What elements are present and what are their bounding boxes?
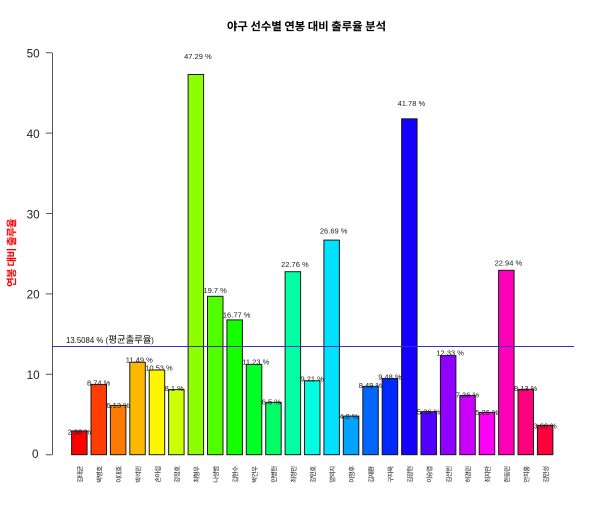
svg-text:13.5084 % (: 13.5084 % ( [66, 336, 108, 345]
svg-text:11.23 %: 11.23 % [242, 358, 269, 367]
svg-text:6.5 %: 6.5 % [262, 398, 282, 407]
svg-text:22.76 %: 22.76 % [281, 260, 309, 269]
svg-text:19.7 %: 19.7 % [204, 286, 228, 295]
svg-text:50: 50 [27, 48, 41, 61]
svg-text:41.78 %: 41.78 % [398, 99, 426, 108]
svg-text:8.13 %: 8.13 % [514, 384, 538, 393]
svg-text:10.53 %: 10.53 % [145, 364, 173, 373]
svg-text:40: 40 [27, 128, 41, 141]
svg-text:3.66 %: 3.66 % [533, 422, 557, 431]
svg-text:10: 10 [27, 369, 41, 382]
svg-text:9.48 %: 9.48 % [378, 372, 402, 381]
svg-text:30: 30 [27, 208, 41, 221]
svg-text:8.49 %: 8.49 % [359, 381, 383, 390]
svg-text:7.36 %: 7.36 % [456, 390, 480, 399]
svg-text:0: 0 [32, 448, 39, 461]
svg-text:20: 20 [27, 289, 41, 302]
svg-text:4.8 %: 4.8 % [339, 412, 359, 421]
svg-text:5.26 %: 5.26 % [475, 408, 499, 417]
svg-text:5.36 %: 5.36 % [417, 407, 441, 416]
svg-text:22.94 %: 22.94 % [495, 258, 523, 267]
svg-text:2.96 %: 2.96 % [68, 428, 92, 437]
svg-text:47.29 %: 47.29 % [184, 52, 212, 61]
svg-text:6.13 %: 6.13 % [106, 401, 130, 410]
svg-text:26.69 %: 26.69 % [320, 227, 348, 236]
svg-text:9.21 %: 9.21 % [301, 375, 325, 384]
svg-text:): ) [151, 336, 154, 345]
svg-text:12.33 %: 12.33 % [436, 348, 464, 357]
svg-text:8.74 %: 8.74 % [87, 379, 111, 388]
svg-text:16.77 %: 16.77 % [223, 311, 251, 320]
svg-text:11.49 %: 11.49 % [126, 355, 153, 364]
svg-text:8.1 %: 8.1 % [165, 384, 185, 393]
